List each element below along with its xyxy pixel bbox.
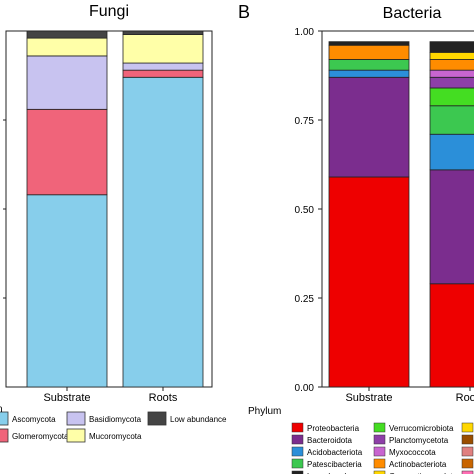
- fungi-x-tick-label: Substrate: [43, 392, 90, 404]
- bacteria-legend-label: Gemmatimonadota: [389, 472, 458, 474]
- bacteria-legend-swatch: [291, 446, 304, 457]
- bacteria-legend-swatch-partial: [461, 446, 474, 457]
- fungi-legend-label: Low abundance: [170, 415, 227, 424]
- bacteria-y-tick-label: 1.00: [295, 27, 315, 38]
- bacteria-bar-segment: [429, 41, 474, 53]
- bacteria-legend-swatch: [373, 434, 386, 445]
- fungi-bar-segment: [122, 76, 204, 388]
- bacteria-legend-label: Low abundance: [307, 472, 364, 474]
- bacteria-legend-label: Planctomycetota: [389, 436, 449, 445]
- fungi-legend-label: Mucoromycota: [89, 432, 142, 441]
- bacteria-bar-segment: [328, 44, 410, 60]
- fungi-legend-label: Glomeromycota: [12, 432, 69, 441]
- fungi-bar-segment: [122, 30, 204, 35]
- bacteria-legend-swatch: [373, 446, 386, 457]
- fungi-legend-swatch: [0, 428, 9, 443]
- bacteria-legend-swatch-partial: [461, 434, 474, 445]
- bacteria-y-tick-label: 0.50: [295, 205, 315, 216]
- fungi-title: Fungi: [89, 3, 129, 20]
- bacteria-bar-segment: [429, 87, 474, 107]
- bacteria-x-tick-label: Substrate: [345, 392, 392, 404]
- bacteria-legend-swatch: [373, 470, 386, 474]
- fungi-x-tick-label: Roots: [149, 392, 178, 404]
- bacteria-legend-swatch-partial: [461, 470, 474, 474]
- bacteria-legend-label: Acidobacteriota: [307, 448, 363, 457]
- bacteria-legend-swatch: [373, 458, 386, 469]
- bacteria-legend-label: Actinobacteriota: [389, 460, 447, 469]
- fungi-bar-segment: [26, 108, 108, 196]
- bacteria-legend-swatch: [291, 470, 304, 474]
- bacteria-legend-label: Bacteroidota: [307, 436, 352, 445]
- bacteria-legend-label: Verrucomicrobiota: [389, 424, 454, 433]
- bacteria-y-tick-label: 0.25: [295, 294, 315, 305]
- fungi-legend-label: Ascomycota: [12, 415, 56, 424]
- bacteria-legend-swatch: [291, 434, 304, 445]
- bacteria-legend-label: Myxococcota: [389, 448, 436, 457]
- bacteria-bar-segment: [328, 176, 410, 388]
- fungi-legend-swatch: [0, 411, 9, 426]
- bacteria-x-tick-label: Roots: [456, 392, 474, 404]
- fungi-bar-segment: [26, 30, 108, 39]
- bacteria-legend-label: Patescibacteria: [307, 460, 362, 469]
- bacteria-bar-segment: [429, 133, 474, 171]
- fungi-bar-segment: [26, 55, 108, 110]
- bacteria-y-tick-label: 0.00: [295, 383, 315, 394]
- bacteria-legend-title: Phylum: [248, 406, 281, 417]
- bacteria-bar-segment: [429, 105, 474, 135]
- bacteria-legend-swatch-partial: [461, 458, 474, 469]
- fungi-legend-title-fragment: n: [0, 404, 3, 415]
- fungi-legend-swatch: [66, 428, 86, 443]
- bacteria-bar-segment: [429, 69, 474, 78]
- fungi-legend-label: Basidiomycota: [89, 415, 142, 424]
- bacteria-bar-segment: [429, 51, 474, 60]
- bacteria-title: Bacteria: [383, 5, 442, 22]
- bacteria-y-tick-label: 0.75: [295, 116, 315, 127]
- fungi-bar-segment: [122, 34, 204, 64]
- bacteria-bar-segment: [328, 69, 410, 78]
- bacteria-bar-segment: [328, 59, 410, 71]
- bacteria-bar-segment: [429, 59, 474, 71]
- bacteria-bar-segment: [429, 283, 474, 388]
- bacteria-legend-swatch: [373, 422, 386, 433]
- bacteria-bar-segment: [429, 169, 474, 285]
- panel-b-letter: B: [238, 2, 250, 22]
- fungi-bar-segment: [26, 194, 108, 388]
- fungi-bar-segment: [26, 37, 108, 57]
- bacteria-bar-segment: [429, 76, 474, 89]
- bacteria-bar-segment: [328, 76, 410, 178]
- fungi-legend-swatch: [66, 411, 86, 426]
- bacteria-bar-segment: [328, 41, 410, 46]
- bacteria-legend-swatch-partial: [461, 422, 474, 433]
- bacteria-legend-swatch: [291, 458, 304, 469]
- bacteria-legend-swatch: [291, 422, 304, 433]
- bacteria-legend-label: Proteobacteria: [307, 424, 360, 433]
- fungi-bar-segment: [122, 62, 204, 71]
- fungi-bar-segment: [122, 69, 204, 78]
- fungi-legend-swatch: [147, 411, 167, 426]
